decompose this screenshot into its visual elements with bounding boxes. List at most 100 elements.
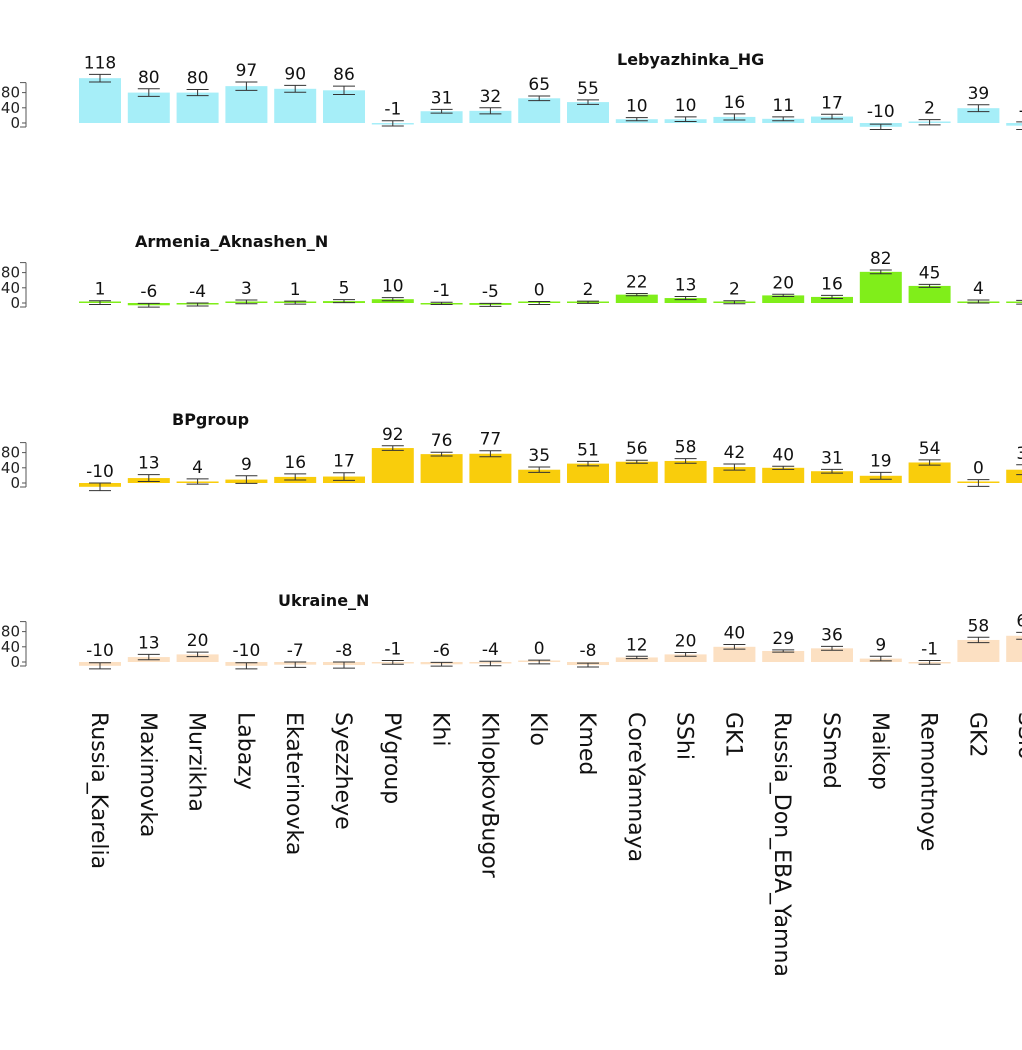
data-label: 90 xyxy=(284,64,306,84)
bar-KhlopkovBugor xyxy=(469,453,512,483)
bar-SSlo xyxy=(1006,635,1022,662)
data-label: 13 xyxy=(138,633,160,653)
category-label: Russia_Don_EBA_Yamna xyxy=(769,712,794,977)
y-tick-label: 40 xyxy=(1,279,20,297)
bar-GK2 xyxy=(957,639,1000,662)
bar-Labazy xyxy=(225,86,268,123)
bar-Maikop xyxy=(859,271,902,303)
bar-SSlo xyxy=(1006,123,1022,126)
bar-Khi xyxy=(420,454,463,483)
data-label: 2 xyxy=(583,280,594,300)
y-tick-label: 80 xyxy=(1,444,20,462)
data-label: 54 xyxy=(919,439,941,459)
y-tick-label: 0 xyxy=(10,294,20,312)
bar-Russia_Karelia xyxy=(79,78,121,123)
data-label: 13 xyxy=(675,276,697,296)
data-label: 4 xyxy=(192,458,203,478)
y-tick-label: 0 xyxy=(10,474,20,492)
data-label: 11 xyxy=(772,96,794,116)
data-label: -4 xyxy=(189,282,206,302)
bar-SShi xyxy=(664,654,707,662)
data-label: 0 xyxy=(973,459,984,479)
data-label: -5 xyxy=(482,282,499,302)
bar-Russia_Don_EBA_Yamna xyxy=(762,650,805,662)
data-label: 1 xyxy=(95,280,106,300)
data-label: 42 xyxy=(724,443,746,463)
data-label: 20 xyxy=(187,631,209,651)
data-label: 16 xyxy=(284,453,306,473)
category-label: Labazy xyxy=(232,712,257,790)
data-label: 86 xyxy=(333,65,355,85)
y-tick-label: 0 xyxy=(10,114,20,132)
data-label: 35 xyxy=(1016,444,1022,464)
data-label: 118 xyxy=(84,53,116,73)
bar-Khi xyxy=(420,111,463,123)
bar-PVgroup xyxy=(371,448,414,483)
data-label: 76 xyxy=(431,431,453,451)
category-label: GK1 xyxy=(720,712,745,757)
bar-CoreYamnaya xyxy=(615,294,658,303)
data-label: 65 xyxy=(528,75,550,95)
category-label: Remontnoye xyxy=(916,712,941,851)
bar-SSmed xyxy=(811,296,853,303)
data-label: 36 xyxy=(821,625,843,645)
data-label: 40 xyxy=(724,624,746,644)
category-label: Maximovka xyxy=(135,712,160,837)
data-label: 10 xyxy=(382,277,404,297)
bar-CoreYamnaya xyxy=(615,657,658,662)
data-label: 80 xyxy=(138,68,160,88)
bar-SSmed xyxy=(811,116,853,123)
data-label: 39 xyxy=(968,84,990,104)
y-tick-label: 40 xyxy=(1,638,20,656)
bar-Murzikha xyxy=(176,654,219,662)
data-label: 31 xyxy=(431,88,453,108)
bar-Russia_Don_EBA_Yamna xyxy=(762,295,805,303)
bar-Kmed xyxy=(567,102,609,123)
bar-GK1 xyxy=(713,646,756,662)
bar-Remontnoye xyxy=(908,462,951,483)
data-label: 31 xyxy=(821,448,843,468)
data-label: 16 xyxy=(724,93,746,113)
panel-title: BPgroup xyxy=(172,410,249,429)
y-tick-label: 40 xyxy=(1,99,20,117)
data-label: -8 xyxy=(336,641,353,661)
y-tick-label: 80 xyxy=(1,623,20,641)
data-label: 45 xyxy=(919,263,941,283)
data-label: 92 xyxy=(382,425,404,445)
bar-SSmed xyxy=(811,648,853,662)
category-axis: Russia_Karelia Maximovka Murzikha Labazy Eka… xyxy=(86,712,1022,977)
data-label: 16 xyxy=(821,274,843,294)
data-label: 13 xyxy=(138,454,160,474)
data-label: -10 xyxy=(233,641,261,661)
data-label: 19 xyxy=(870,451,892,471)
bar-Kmed xyxy=(567,463,609,483)
data-label: -4 xyxy=(482,640,499,660)
y-tick-label: 40 xyxy=(1,459,20,477)
category-label: SSlo xyxy=(1013,712,1022,760)
panel-title: Ukraine_N xyxy=(278,591,369,610)
category-label: Ekaterinovka xyxy=(281,712,306,855)
data-label: 9 xyxy=(875,635,886,655)
data-label: 80 xyxy=(187,69,209,89)
data-label: 12 xyxy=(626,635,648,655)
data-label: 5 xyxy=(339,279,350,299)
data-label: 35 xyxy=(528,446,550,466)
category-label: Khi xyxy=(428,712,453,746)
bar-SSmed xyxy=(811,471,853,483)
data-label: 0 xyxy=(534,280,545,300)
data-label: 22 xyxy=(626,273,648,293)
panel-title: Lebyazhinka_HG xyxy=(617,50,764,69)
data-label: 58 xyxy=(968,616,990,636)
category-label: Klo xyxy=(525,712,550,746)
data-label: -8 xyxy=(580,641,597,661)
data-label: -10 xyxy=(867,102,895,122)
data-label: 20 xyxy=(675,632,697,652)
data-label: -10 xyxy=(86,462,114,482)
category-label: GK2 xyxy=(964,712,989,757)
data-label: 17 xyxy=(333,452,355,472)
category-label: Kmed xyxy=(574,712,599,775)
